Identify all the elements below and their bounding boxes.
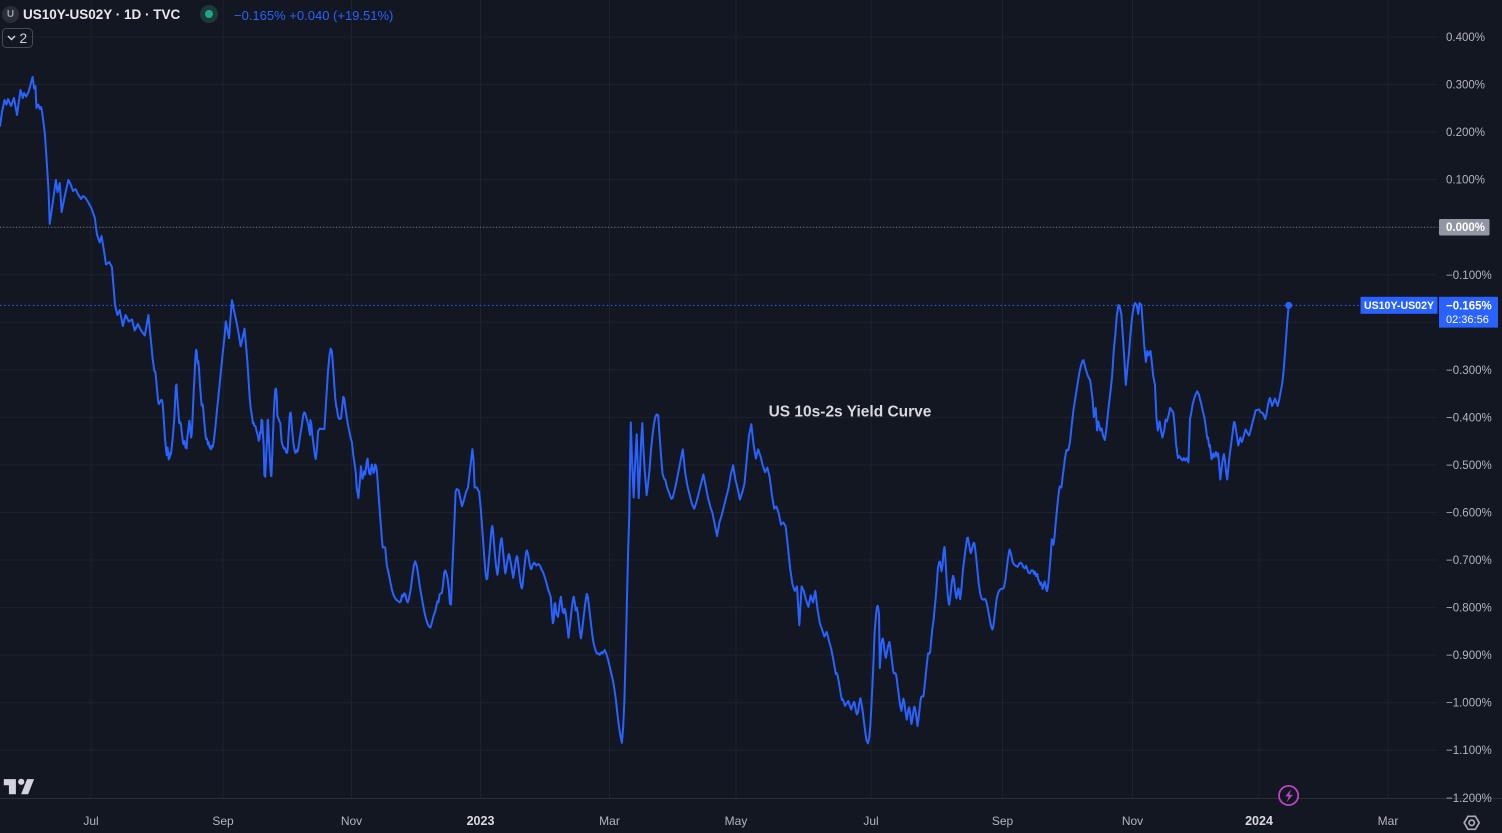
svg-text:0.000%: 0.000% (1446, 222, 1485, 234)
svg-text:Sep: Sep (992, 814, 1014, 828)
svg-text:−0.800%: −0.800% (1446, 603, 1492, 615)
svg-text:Mar: Mar (599, 814, 620, 828)
svg-text:−0.900%: −0.900% (1446, 650, 1492, 662)
svg-text:0.300%: 0.300% (1446, 80, 1485, 92)
svg-text:2024: 2024 (1245, 814, 1273, 828)
svg-text:0.400%: 0.400% (1446, 32, 1485, 44)
svg-text:−1.100%: −1.100% (1446, 745, 1492, 757)
svg-text:0.200%: 0.200% (1446, 127, 1485, 139)
svg-text:May: May (725, 814, 748, 828)
svg-text:Jul: Jul (863, 814, 878, 828)
svg-text:−0.165%: −0.165% (1446, 300, 1492, 312)
svg-text:Nov: Nov (341, 814, 362, 828)
svg-text:0.100%: 0.100% (1446, 175, 1485, 187)
svg-text:−1.000%: −1.000% (1446, 698, 1492, 710)
svg-text:Mar: Mar (1378, 814, 1399, 828)
svg-text:−0.700%: −0.700% (1446, 555, 1492, 567)
svg-text:2023: 2023 (467, 814, 495, 828)
svg-text:02:36:56: 02:36:56 (1446, 314, 1489, 326)
svg-text:−1.200%: −1.200% (1446, 793, 1492, 805)
svg-text:US 10s-2s Yield Curve: US 10s-2s Yield Curve (769, 404, 932, 421)
svg-text:Sep: Sep (212, 814, 234, 828)
svg-text:US10Y-US02Y: US10Y-US02Y (1364, 300, 1434, 312)
svg-text:Jul: Jul (83, 814, 98, 828)
svg-text:−0.400%: −0.400% (1446, 412, 1492, 424)
svg-text:Nov: Nov (1122, 814, 1143, 828)
svg-text:−0.600%: −0.600% (1446, 508, 1492, 520)
svg-text:−0.500%: −0.500% (1446, 460, 1492, 472)
svg-text:−0.100%: −0.100% (1446, 270, 1492, 282)
svg-text:−0.300%: −0.300% (1446, 365, 1492, 377)
